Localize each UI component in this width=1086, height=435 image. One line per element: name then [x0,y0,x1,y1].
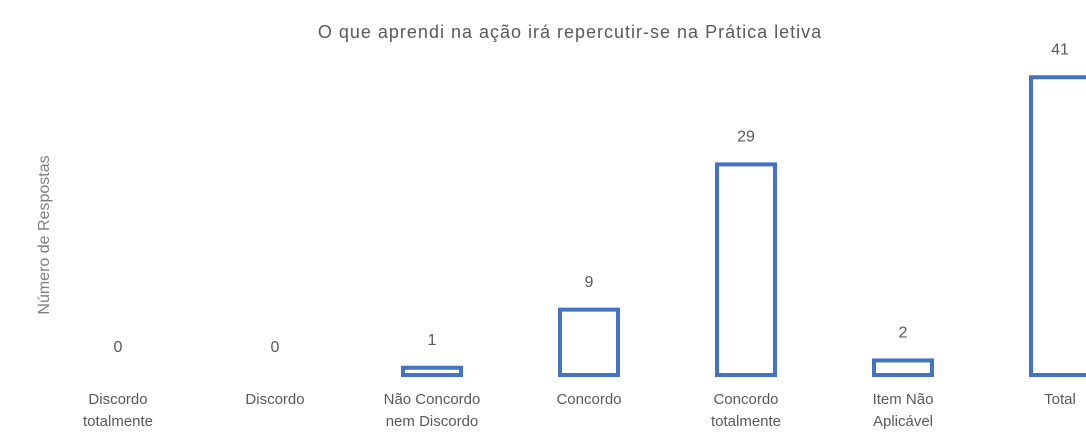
bar [715,162,777,377]
bar [401,365,463,378]
data-label: 41 [1051,41,1069,58]
data-label: 1 [428,332,437,349]
x-tick-label: Não Concordo nem Discordo [383,391,481,430]
data-label: 2 [899,325,908,342]
x-tick-label: Concordo [556,391,622,408]
chart-title: O que aprendi na ação irá repercutir-se … [318,22,822,42]
x-tick-label: Concordo totalmente [710,391,782,430]
x-tick-label: Discordo totalmente [82,391,154,430]
bar [1029,75,1086,377]
data-label: 0 [271,339,280,356]
bar [558,307,620,377]
x-tick-label: Discordo [245,391,305,408]
y-axis-label: Número de Respostas [36,155,53,314]
data-label: 9 [585,274,594,291]
x-tick-label: Item Não Aplicável [872,391,934,430]
bar [872,358,934,378]
data-label: 29 [737,129,755,146]
data-label: 0 [114,339,123,356]
x-tick-label: Total [1044,391,1076,408]
